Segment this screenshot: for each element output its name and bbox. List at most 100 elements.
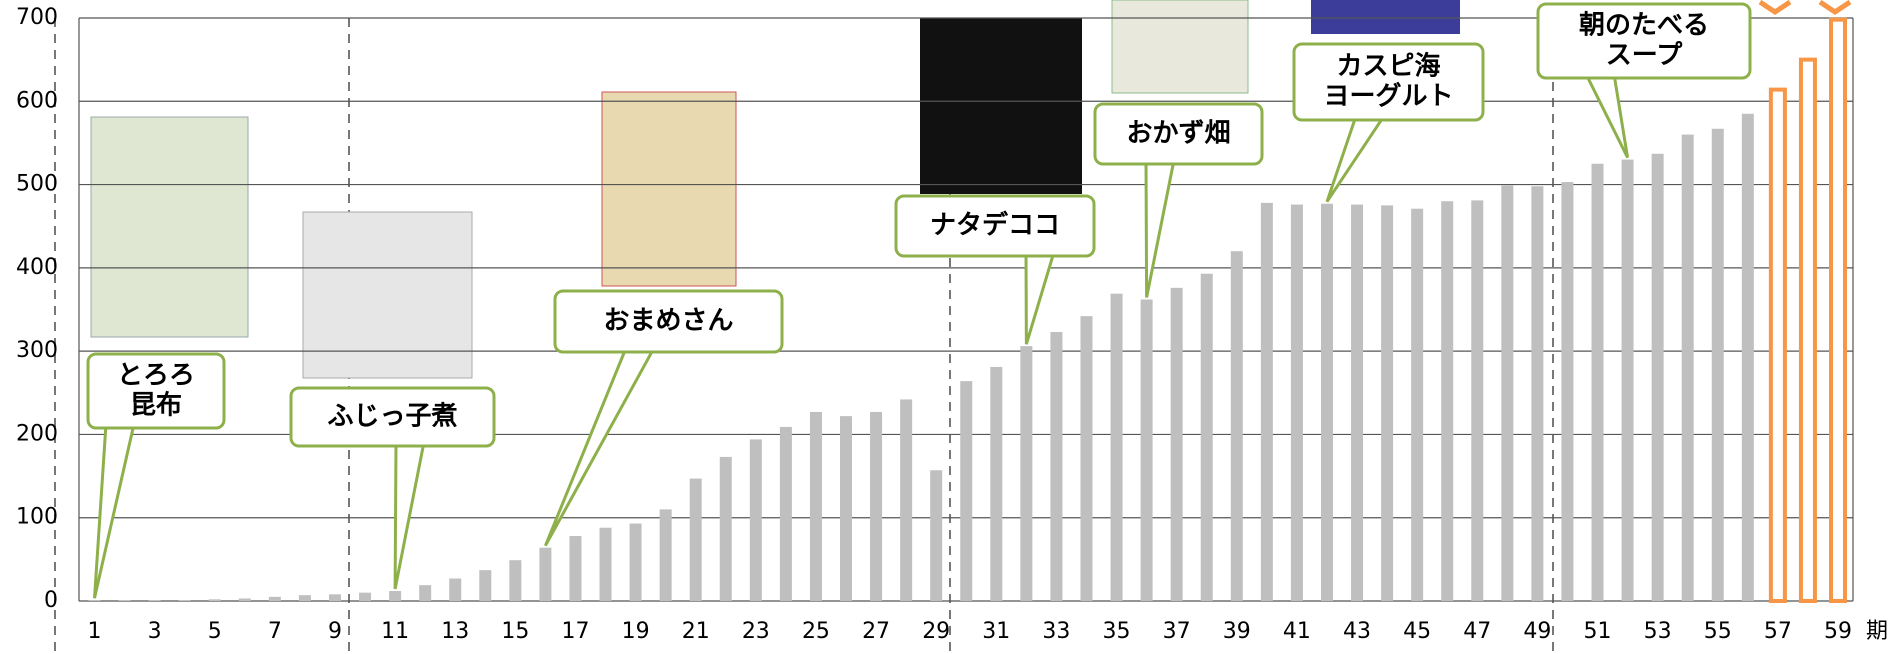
- bar: [1712, 129, 1724, 601]
- bar: [1201, 274, 1213, 601]
- bar: [690, 479, 702, 601]
- x-tick-label: 35: [1103, 619, 1131, 644]
- bar: [209, 599, 221, 601]
- x-tick-label: 37: [1163, 619, 1191, 644]
- bar: [1050, 332, 1062, 601]
- callout: おまめさん: [545, 291, 782, 546]
- bar: [1471, 200, 1483, 601]
- bar: [539, 548, 551, 601]
- x-tick-label: 17: [561, 619, 589, 644]
- callout-text: ふじっ子煮: [327, 402, 457, 432]
- callout-text: ナタデココ: [930, 210, 1060, 241]
- bar: [1771, 90, 1785, 601]
- bar: [509, 560, 521, 601]
- x-tick-label: 43: [1343, 619, 1371, 644]
- callout-text: カスピ海: [1336, 52, 1440, 82]
- callout-pointer: [395, 442, 424, 589]
- bar: [720, 457, 732, 601]
- bar: [900, 399, 912, 601]
- bar: [1682, 135, 1694, 601]
- x-tick-label: 25: [802, 619, 830, 644]
- bar: [149, 600, 161, 601]
- x-tick-label: 3: [148, 619, 162, 644]
- bar: [1261, 203, 1273, 601]
- chart: 0100200300400500600700135791113151719212…: [0, 0, 1899, 654]
- x-tick-label: 39: [1223, 619, 1251, 644]
- bar: [780, 427, 792, 601]
- product-image: [303, 212, 472, 378]
- x-tick-label: 31: [982, 619, 1010, 644]
- bar: [810, 412, 822, 601]
- bar: [389, 591, 401, 601]
- bar: [1020, 346, 1032, 601]
- x-tick-label: 7: [268, 619, 282, 644]
- bar: [1291, 205, 1303, 601]
- product-image: [91, 117, 248, 337]
- x-tick-label: 15: [501, 619, 529, 644]
- bar: [89, 600, 101, 601]
- bar: [1622, 160, 1634, 601]
- x-tick-label: 27: [862, 619, 890, 644]
- bar: [660, 509, 672, 601]
- bar: [840, 416, 852, 601]
- bar: [1831, 20, 1845, 601]
- bar: [1231, 251, 1243, 601]
- y-tick-label: 300: [16, 338, 58, 363]
- product-image: [1112, 0, 1248, 93]
- product-image: [920, 18, 1082, 194]
- bar: [1351, 205, 1363, 601]
- bar: [449, 579, 461, 601]
- x-tick-label: 55: [1704, 619, 1732, 644]
- decoration: [1760, 2, 1790, 12]
- x-tick-label: 33: [1042, 619, 1070, 644]
- x-tick-label: 53: [1644, 619, 1672, 644]
- x-tick-label: 47: [1463, 619, 1491, 644]
- x-tick-label: 45: [1403, 619, 1431, 644]
- callout-text: 朝のたべる: [1579, 10, 1709, 41]
- bar: [1441, 201, 1453, 601]
- y-tick-label: 700: [16, 5, 58, 30]
- bar: [750, 439, 762, 601]
- x-axis-label: 期: [1866, 619, 1888, 644]
- callout: ふじっ子煮: [291, 388, 494, 589]
- bar: [1411, 209, 1423, 601]
- callout: ナタデココ: [896, 196, 1094, 344]
- x-tick-label: 9: [328, 619, 342, 644]
- callout-pointer: [1586, 74, 1628, 158]
- bar: [1531, 186, 1543, 601]
- bar: [179, 600, 191, 601]
- y-tick-label: 600: [16, 88, 58, 113]
- bar: [1080, 316, 1092, 601]
- product-image: [602, 92, 736, 286]
- bar: [600, 528, 612, 601]
- bar: [1141, 300, 1153, 601]
- bar: [990, 367, 1002, 601]
- callout-text: スープ: [1606, 41, 1683, 71]
- bar: [1561, 182, 1573, 601]
- bar: [1801, 60, 1815, 601]
- y-tick-label: 0: [44, 588, 58, 613]
- callout-pointer: [1146, 160, 1174, 298]
- callout-pointer: [95, 424, 135, 598]
- bar: [269, 597, 281, 601]
- decoration: [1820, 2, 1850, 12]
- product-image: [1311, 0, 1460, 34]
- bar: [299, 595, 311, 601]
- bar: [930, 470, 942, 601]
- x-tick-label: 1: [88, 619, 102, 644]
- x-tick-label: 5: [208, 619, 222, 644]
- bar: [359, 593, 371, 601]
- x-tick-label: 19: [622, 619, 650, 644]
- bar: [239, 599, 251, 601]
- callout-text: とろろ: [117, 361, 195, 391]
- bar: [119, 600, 131, 601]
- bar: [1111, 294, 1123, 601]
- callout-pointer: [1327, 116, 1384, 202]
- callout-text: ヨーグルト: [1323, 82, 1453, 112]
- x-tick-label: 49: [1523, 619, 1551, 644]
- bar: [870, 412, 882, 601]
- callout-text: おまめさん: [603, 306, 733, 336]
- callout-pointer: [545, 348, 654, 546]
- bar: [479, 570, 491, 601]
